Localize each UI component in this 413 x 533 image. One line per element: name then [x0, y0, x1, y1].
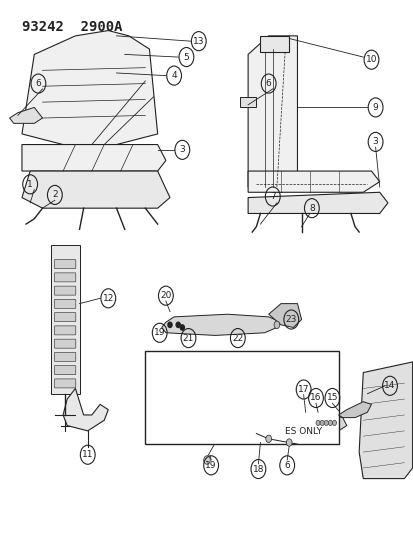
FancyBboxPatch shape — [54, 379, 76, 388]
Text: 12: 12 — [102, 294, 114, 303]
FancyBboxPatch shape — [54, 286, 76, 295]
Text: 14: 14 — [383, 381, 395, 390]
Text: 7: 7 — [269, 192, 275, 201]
Text: 18: 18 — [252, 465, 263, 473]
Text: 3: 3 — [179, 146, 185, 155]
Polygon shape — [260, 36, 289, 52]
Polygon shape — [161, 314, 280, 335]
Text: 10: 10 — [365, 55, 376, 64]
Polygon shape — [358, 362, 412, 479]
Circle shape — [203, 456, 210, 464]
Text: 23: 23 — [285, 315, 296, 324]
Text: 17: 17 — [297, 385, 309, 394]
Polygon shape — [22, 144, 166, 171]
Text: 11: 11 — [82, 450, 93, 459]
Circle shape — [323, 420, 328, 425]
Text: 8: 8 — [308, 204, 314, 213]
Circle shape — [265, 435, 271, 442]
Polygon shape — [22, 171, 170, 208]
Circle shape — [286, 439, 292, 446]
Text: 21: 21 — [183, 334, 194, 343]
Text: 6: 6 — [284, 461, 290, 470]
Text: 3: 3 — [372, 138, 377, 147]
Polygon shape — [51, 245, 79, 394]
Circle shape — [332, 420, 336, 425]
Text: 93242  2900A: 93242 2900A — [22, 20, 122, 34]
Text: 13: 13 — [192, 37, 204, 46]
FancyBboxPatch shape — [54, 313, 76, 321]
FancyBboxPatch shape — [54, 300, 76, 309]
Circle shape — [168, 322, 172, 327]
Polygon shape — [338, 402, 370, 418]
Text: 16: 16 — [309, 393, 321, 402]
Text: 19: 19 — [205, 461, 216, 470]
Text: 4: 4 — [171, 71, 176, 80]
Circle shape — [180, 325, 184, 330]
Polygon shape — [247, 192, 387, 214]
Polygon shape — [22, 30, 157, 144]
Text: 15: 15 — [326, 393, 337, 402]
FancyBboxPatch shape — [54, 366, 76, 375]
FancyBboxPatch shape — [54, 339, 76, 348]
Circle shape — [319, 420, 323, 425]
Text: 9: 9 — [372, 103, 377, 112]
Text: 6: 6 — [36, 79, 41, 88]
Circle shape — [176, 322, 180, 327]
FancyBboxPatch shape — [54, 326, 76, 335]
Text: 19: 19 — [154, 328, 165, 337]
Text: 1: 1 — [27, 180, 33, 189]
Circle shape — [315, 420, 319, 425]
Text: ES ONLY: ES ONLY — [284, 427, 321, 436]
Polygon shape — [247, 171, 379, 192]
Polygon shape — [219, 413, 346, 436]
Polygon shape — [9, 108, 43, 123]
Text: 5: 5 — [183, 53, 189, 62]
Circle shape — [328, 420, 332, 425]
FancyBboxPatch shape — [54, 352, 76, 361]
Text: 22: 22 — [232, 334, 243, 343]
Text: 6: 6 — [265, 79, 271, 88]
Polygon shape — [63, 389, 108, 431]
FancyBboxPatch shape — [54, 273, 76, 282]
Polygon shape — [239, 97, 256, 108]
FancyBboxPatch shape — [54, 260, 76, 269]
Text: 20: 20 — [160, 291, 171, 300]
FancyBboxPatch shape — [145, 351, 338, 444]
Polygon shape — [247, 36, 297, 192]
Text: 2: 2 — [52, 190, 57, 199]
Circle shape — [273, 321, 279, 328]
Polygon shape — [268, 304, 301, 327]
